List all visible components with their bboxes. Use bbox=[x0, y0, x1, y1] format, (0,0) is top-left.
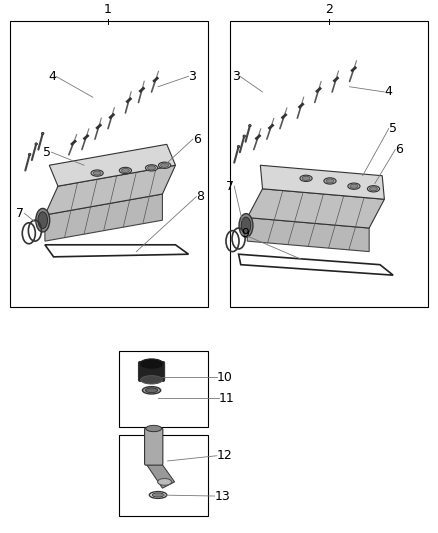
Ellipse shape bbox=[326, 179, 334, 183]
Text: 4: 4 bbox=[385, 85, 392, 99]
Bar bbox=[119, 351, 208, 427]
Ellipse shape bbox=[370, 187, 378, 191]
Text: 9: 9 bbox=[241, 227, 249, 240]
Text: 6: 6 bbox=[395, 143, 403, 156]
Ellipse shape bbox=[142, 386, 161, 394]
Text: 1: 1 bbox=[104, 3, 112, 16]
Text: 10: 10 bbox=[217, 371, 233, 384]
Text: 8: 8 bbox=[196, 190, 205, 203]
Polygon shape bbox=[247, 189, 385, 228]
Text: 3: 3 bbox=[232, 70, 240, 83]
Text: 5: 5 bbox=[43, 146, 51, 159]
Ellipse shape bbox=[237, 146, 240, 148]
Ellipse shape bbox=[243, 135, 246, 137]
Ellipse shape bbox=[348, 183, 360, 189]
Text: 11: 11 bbox=[219, 392, 235, 405]
Ellipse shape bbox=[119, 167, 131, 174]
Ellipse shape bbox=[38, 212, 47, 229]
Ellipse shape bbox=[324, 178, 336, 184]
Ellipse shape bbox=[36, 208, 49, 232]
Ellipse shape bbox=[300, 175, 312, 181]
Ellipse shape bbox=[249, 125, 251, 127]
Polygon shape bbox=[146, 464, 175, 488]
Bar bbox=[230, 21, 428, 306]
Ellipse shape bbox=[91, 170, 103, 176]
Text: 4: 4 bbox=[48, 70, 56, 83]
Text: 2: 2 bbox=[325, 3, 332, 16]
Ellipse shape bbox=[161, 163, 169, 167]
Polygon shape bbox=[45, 165, 176, 215]
Text: 7: 7 bbox=[17, 207, 25, 220]
Ellipse shape bbox=[241, 217, 251, 234]
Ellipse shape bbox=[35, 143, 38, 145]
Ellipse shape bbox=[146, 425, 162, 432]
Text: 12: 12 bbox=[217, 449, 233, 462]
Ellipse shape bbox=[42, 132, 44, 134]
Ellipse shape bbox=[28, 154, 31, 156]
Text: 6: 6 bbox=[193, 133, 201, 146]
Polygon shape bbox=[247, 217, 369, 252]
Ellipse shape bbox=[140, 359, 163, 369]
Bar bbox=[119, 435, 208, 516]
Ellipse shape bbox=[141, 376, 162, 384]
Polygon shape bbox=[49, 144, 176, 186]
FancyBboxPatch shape bbox=[145, 428, 163, 465]
Ellipse shape bbox=[159, 162, 171, 168]
Ellipse shape bbox=[152, 493, 164, 497]
Ellipse shape bbox=[302, 176, 310, 180]
Ellipse shape bbox=[93, 171, 101, 175]
Ellipse shape bbox=[350, 184, 358, 188]
FancyBboxPatch shape bbox=[138, 361, 165, 382]
Ellipse shape bbox=[239, 214, 253, 237]
Text: 5: 5 bbox=[389, 122, 397, 135]
Ellipse shape bbox=[158, 479, 172, 485]
Text: 7: 7 bbox=[226, 180, 234, 193]
Bar bbox=[10, 21, 208, 306]
Ellipse shape bbox=[145, 388, 158, 393]
Text: 13: 13 bbox=[215, 489, 230, 503]
Text: 3: 3 bbox=[188, 70, 196, 83]
Ellipse shape bbox=[145, 165, 158, 171]
Ellipse shape bbox=[367, 185, 380, 192]
Polygon shape bbox=[45, 194, 162, 241]
Polygon shape bbox=[260, 165, 385, 199]
Ellipse shape bbox=[121, 168, 129, 173]
Ellipse shape bbox=[148, 166, 155, 170]
